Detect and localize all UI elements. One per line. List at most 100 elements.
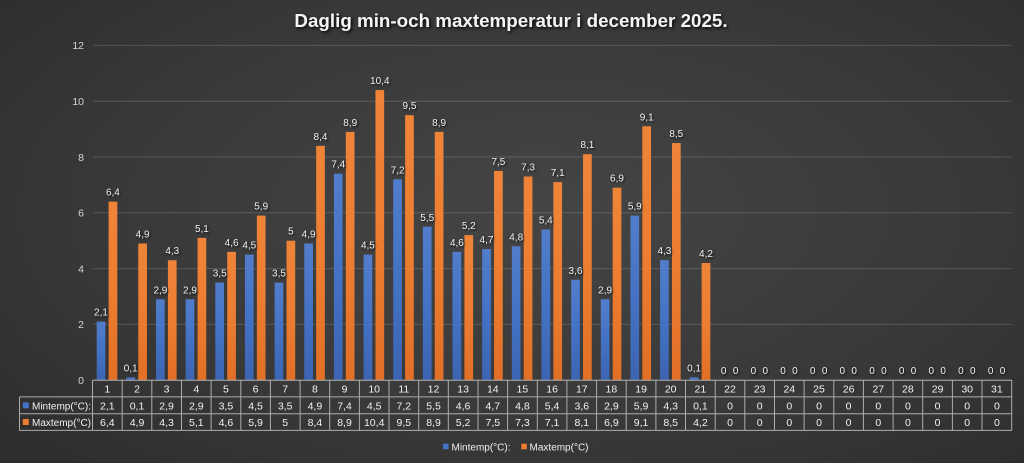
svg-text:0: 0 bbox=[792, 366, 798, 377]
svg-text:26: 26 bbox=[843, 384, 855, 396]
svg-text:6,9: 6,9 bbox=[604, 417, 619, 429]
svg-text:0: 0 bbox=[822, 366, 828, 377]
svg-text:4,3: 4,3 bbox=[657, 246, 671, 257]
svg-text:0: 0 bbox=[911, 366, 917, 377]
svg-text:7,5: 7,5 bbox=[485, 417, 500, 429]
svg-text:0,1: 0,1 bbox=[124, 363, 138, 374]
svg-text:0: 0 bbox=[840, 366, 846, 377]
svg-text:4,9: 4,9 bbox=[136, 230, 150, 241]
svg-text:4,2: 4,2 bbox=[693, 417, 708, 429]
svg-text:7: 7 bbox=[282, 384, 288, 396]
svg-text:0: 0 bbox=[964, 417, 970, 429]
svg-text:7,5: 7,5 bbox=[491, 157, 505, 168]
svg-text:4,5: 4,5 bbox=[242, 241, 256, 252]
svg-text:0: 0 bbox=[881, 366, 887, 377]
svg-text:10,4: 10,4 bbox=[364, 417, 385, 429]
svg-text:4,7: 4,7 bbox=[485, 400, 500, 412]
svg-text:8,5: 8,5 bbox=[669, 129, 683, 140]
svg-text:0: 0 bbox=[78, 375, 84, 387]
svg-text:4: 4 bbox=[78, 263, 84, 275]
svg-text:5,5: 5,5 bbox=[420, 213, 434, 224]
svg-text:9,5: 9,5 bbox=[396, 417, 411, 429]
svg-text:0: 0 bbox=[751, 366, 757, 377]
svg-text:Maxtemp(°C): Maxtemp(°C) bbox=[32, 418, 91, 429]
svg-text:0: 0 bbox=[994, 400, 1000, 412]
svg-text:8,9: 8,9 bbox=[337, 417, 352, 429]
svg-text:2,9: 2,9 bbox=[604, 400, 619, 412]
svg-text:0: 0 bbox=[988, 366, 994, 377]
svg-text:5,9: 5,9 bbox=[254, 202, 268, 213]
svg-text:8,9: 8,9 bbox=[426, 417, 441, 429]
svg-text:0: 0 bbox=[964, 400, 970, 412]
svg-text:5,9: 5,9 bbox=[628, 202, 642, 213]
svg-text:5,9: 5,9 bbox=[248, 417, 263, 429]
svg-text:0: 0 bbox=[851, 366, 857, 377]
svg-text:5,9: 5,9 bbox=[634, 400, 649, 412]
svg-text:0: 0 bbox=[899, 366, 905, 377]
svg-text:Mintemp(°C):: Mintemp(°C): bbox=[452, 443, 511, 454]
svg-text:4,5: 4,5 bbox=[361, 241, 375, 252]
svg-text:4,6: 4,6 bbox=[450, 238, 464, 249]
svg-text:4,2: 4,2 bbox=[699, 249, 713, 260]
svg-text:0: 0 bbox=[757, 417, 763, 429]
svg-text:12: 12 bbox=[428, 384, 440, 396]
svg-text:2,9: 2,9 bbox=[153, 285, 167, 296]
svg-text:2,1: 2,1 bbox=[100, 400, 115, 412]
svg-text:0: 0 bbox=[1000, 366, 1006, 377]
svg-text:10: 10 bbox=[368, 384, 380, 396]
svg-text:5,2: 5,2 bbox=[456, 417, 471, 429]
svg-text:0: 0 bbox=[727, 400, 733, 412]
svg-text:8,9: 8,9 bbox=[432, 118, 446, 129]
svg-text:7,2: 7,2 bbox=[391, 165, 405, 176]
svg-text:4,6: 4,6 bbox=[456, 400, 471, 412]
svg-text:5,5: 5,5 bbox=[426, 400, 441, 412]
svg-text:10: 10 bbox=[72, 96, 84, 108]
svg-text:0: 0 bbox=[733, 366, 739, 377]
svg-text:13: 13 bbox=[457, 384, 469, 396]
svg-text:24: 24 bbox=[783, 384, 795, 396]
svg-text:16: 16 bbox=[546, 384, 558, 396]
svg-text:30: 30 bbox=[961, 384, 973, 396]
svg-text:0: 0 bbox=[780, 366, 786, 377]
svg-text:2,9: 2,9 bbox=[189, 400, 204, 412]
svg-text:0: 0 bbox=[816, 400, 822, 412]
svg-text:4,9: 4,9 bbox=[308, 400, 323, 412]
svg-text:4,8: 4,8 bbox=[515, 400, 530, 412]
svg-text:4,8: 4,8 bbox=[509, 232, 523, 243]
svg-text:10,4: 10,4 bbox=[370, 76, 390, 87]
svg-text:4,3: 4,3 bbox=[159, 417, 174, 429]
svg-text:2,1: 2,1 bbox=[94, 308, 108, 319]
svg-text:14: 14 bbox=[487, 384, 499, 396]
svg-text:0,1: 0,1 bbox=[687, 363, 701, 374]
svg-text:0: 0 bbox=[757, 400, 763, 412]
svg-text:22: 22 bbox=[724, 384, 736, 396]
svg-text:7,4: 7,4 bbox=[331, 160, 345, 171]
svg-text:0: 0 bbox=[929, 366, 935, 377]
svg-text:6,9: 6,9 bbox=[610, 174, 624, 185]
svg-text:31: 31 bbox=[991, 384, 1003, 396]
svg-text:0: 0 bbox=[935, 417, 941, 429]
svg-text:3,6: 3,6 bbox=[569, 266, 583, 277]
svg-text:0: 0 bbox=[994, 417, 1000, 429]
svg-text:4,6: 4,6 bbox=[225, 238, 239, 249]
svg-text:23: 23 bbox=[754, 384, 766, 396]
svg-text:4,5: 4,5 bbox=[248, 400, 263, 412]
svg-text:4,5: 4,5 bbox=[367, 400, 382, 412]
svg-text:4,7: 4,7 bbox=[480, 235, 494, 246]
svg-text:0: 0 bbox=[875, 417, 881, 429]
svg-text:9: 9 bbox=[342, 384, 348, 396]
svg-text:0: 0 bbox=[935, 400, 941, 412]
svg-text:4,6: 4,6 bbox=[219, 417, 234, 429]
svg-text:29: 29 bbox=[932, 384, 944, 396]
svg-text:0: 0 bbox=[970, 366, 976, 377]
svg-text:0: 0 bbox=[905, 417, 911, 429]
svg-text:4,9: 4,9 bbox=[130, 417, 145, 429]
svg-text:0: 0 bbox=[905, 400, 911, 412]
svg-text:0: 0 bbox=[810, 366, 816, 377]
svg-text:5: 5 bbox=[282, 417, 288, 429]
svg-text:0: 0 bbox=[875, 400, 881, 412]
svg-text:2,9: 2,9 bbox=[183, 285, 197, 296]
svg-text:18: 18 bbox=[606, 384, 618, 396]
svg-text:Maxtemp(°C): Maxtemp(°C) bbox=[530, 443, 589, 454]
svg-text:3: 3 bbox=[164, 384, 170, 396]
